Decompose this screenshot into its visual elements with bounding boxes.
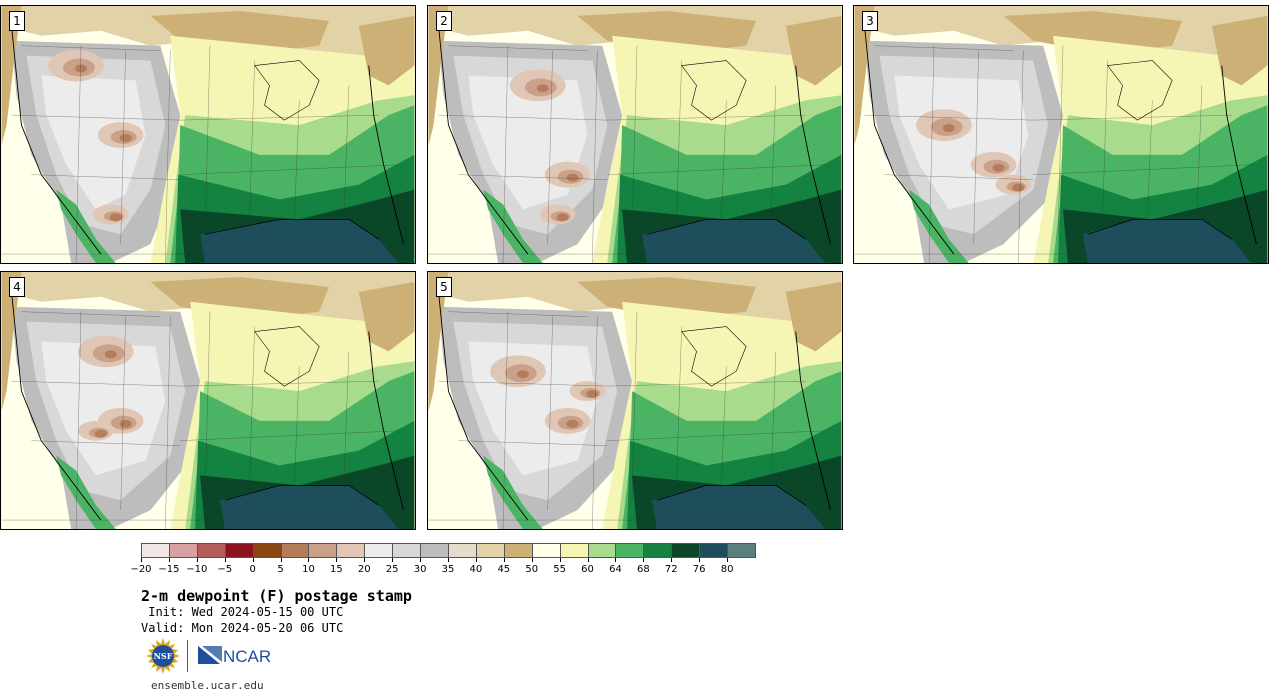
colorbar-tick [224,558,226,562]
member-map-5: 5 [427,271,843,530]
colorbar-tick-label: 68 [636,564,650,575]
panel-number-5: 5 [436,277,452,297]
colorbar-swatch [531,543,561,558]
colorbar-swatch [224,543,254,558]
colorbar-tick-label: 5 [277,564,284,575]
colorbar-tick [559,558,561,562]
colorbar-swatch [364,543,394,558]
dewpoint-map-4 [1,272,415,529]
colorbar-swatch [503,543,533,558]
colorbar-tick [727,558,729,562]
colorbar-tick [392,558,394,562]
colorbar-tick-label: −15 [158,564,180,575]
colorbar-tick-label: 35 [441,564,455,575]
colorbar-tick [420,558,422,562]
colorbar-swatch [727,543,756,558]
colorbar-tick [531,558,533,562]
colorbar-tick [643,558,645,562]
colorbar-swatch [308,543,338,558]
dewpoint-map-2 [428,6,842,263]
colorbar-tick-label: 55 [553,564,566,575]
colorbar-swatch [615,543,645,558]
colorbar-swatch [559,543,589,558]
ncar-logo-icon[interactable]: NCAR [198,644,272,666]
colorbar-tick [168,558,170,562]
colorbar-tick [308,558,310,562]
svg-text:NCAR: NCAR [223,647,271,666]
colorbar-swatch [643,543,673,558]
colorbar-tick-label: 25 [385,564,399,575]
member-map-1: 1 [0,5,416,264]
colorbar-tick [503,558,505,562]
panel-number-2: 2 [436,11,452,31]
colorbar-tick [475,558,477,562]
colorbar-swatch [280,543,310,558]
logo-divider [187,640,188,672]
colorbar-swatch [475,543,505,558]
panel-number-4: 4 [9,277,25,297]
colorbar-tick-label: 15 [329,564,343,575]
colorbar-tick-label: 20 [357,564,371,575]
colorbar-swatch [448,543,477,558]
colorbar-swatch [252,543,282,558]
colorbar-tick [196,558,198,562]
figure-title: 2-m dewpoint (F) postage stamp [141,587,412,605]
colorbar-tick-label: 72 [664,564,678,575]
colorbar-tick-label: 45 [497,564,511,575]
colorbar-tick-label: 40 [469,564,483,575]
panel-number-3: 3 [862,11,878,31]
colorbar-tick [252,558,254,562]
colorbar-tick [587,558,589,562]
member-map-4: 4 [0,271,416,530]
colorbar-swatch [168,543,198,558]
colorbar-tick-label: 10 [302,564,315,575]
colorbar-tick [448,558,449,562]
colorbar-tick [364,558,366,562]
colorbar-tick [699,558,701,562]
colorbar-tick-label: 30 [413,564,427,575]
colorbar-tick [280,558,282,562]
valid-time: Valid: Mon 2024-05-20 06 UTC [141,621,344,635]
dewpoint-map-5 [428,272,842,529]
colorbar-tick-label: 80 [720,564,734,575]
colorbar-tick-label: −20 [130,564,152,575]
colorbar-tick-label: 50 [525,564,539,575]
colorbar-tick-label: −10 [186,564,208,575]
colorbar-tick-label: 76 [692,564,706,575]
member-map-3: 3 [853,5,1269,264]
colorbar-swatch [671,543,701,558]
colorbar-tick-label: −5 [217,564,233,575]
colorbar-swatch [699,543,729,558]
svg-text:NSF: NSF [154,651,173,661]
dewpoint-map-3 [854,6,1268,263]
init-time: Init: Wed 2024-05-15 00 UTC [141,605,344,619]
colorbar-tick [141,558,142,562]
colorbar-tick [671,558,673,562]
member-map-2: 2 [427,5,843,264]
dewpoint-colorbar [141,543,756,558]
dewpoint-map-1 [1,6,415,263]
colorbar-swatch [420,543,449,558]
colorbar-swatch [141,543,170,558]
colorbar-swatch [336,543,366,558]
colorbar-swatch [587,543,617,558]
colorbar-tick-label: 60 [581,564,594,575]
colorbar-swatch [392,543,422,558]
colorbar-swatch [196,543,226,558]
colorbar-tick-label: 64 [609,564,622,575]
nsf-logo-icon[interactable]: NSF [145,638,181,674]
panel-number-1: 1 [9,11,25,31]
colorbar-tick [615,558,617,562]
site-url[interactable]: ensemble.ucar.edu [151,679,264,692]
colorbar-tick [336,558,338,562]
colorbar-tick-label: 0 [249,564,256,575]
